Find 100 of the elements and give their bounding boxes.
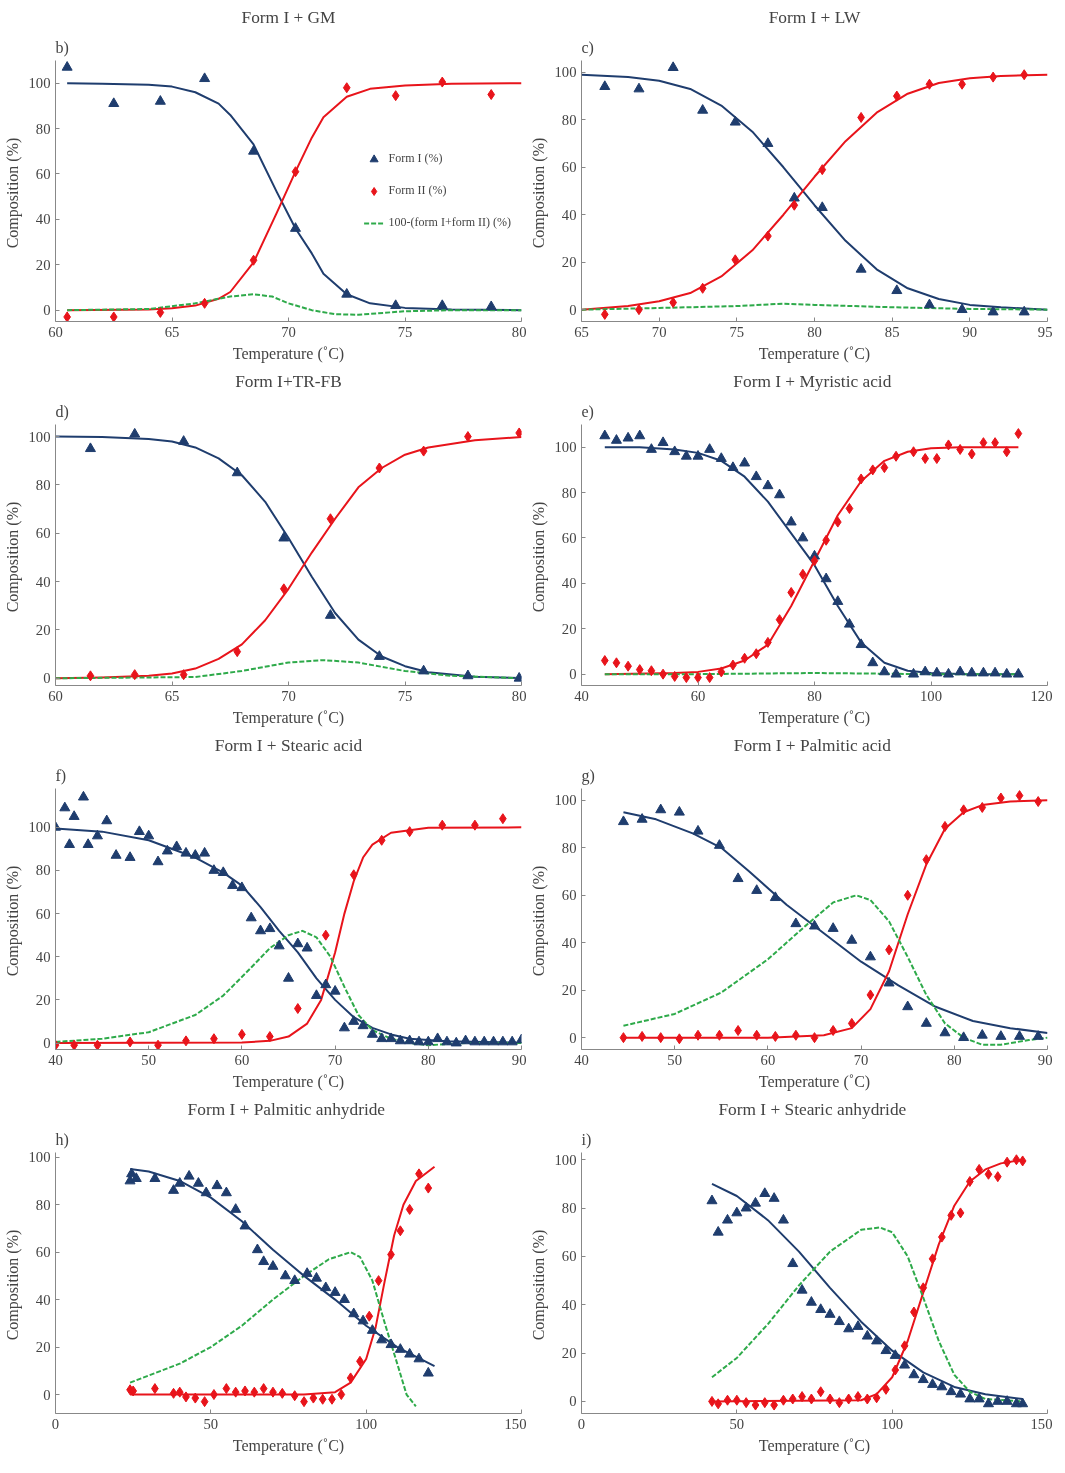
x-tick-label: 80 — [807, 687, 822, 704]
y-axis-title: Composition (%) — [3, 865, 22, 977]
chart-title: Form I + Palmitic anhydride — [187, 1099, 386, 1119]
x-tick-label: 100 — [355, 1415, 378, 1432]
x-tick-label: 75 — [729, 323, 745, 340]
y-tick-label: 40 — [561, 934, 577, 951]
y-tick-label: 100 — [554, 64, 577, 81]
y-tick-label: 100 — [28, 428, 51, 445]
y-axis-title: Composition (%) — [529, 1229, 548, 1341]
x-tick-label: 70 — [853, 1051, 869, 1068]
y-tick-label: 60 — [35, 525, 51, 542]
chart-title: Form I + GM — [241, 7, 336, 27]
x-tick-label: 60 — [234, 1051, 250, 1068]
x-tick-label: 70 — [281, 323, 296, 340]
x-tick-label: 75 — [397, 323, 413, 340]
x-tick-label: 150 — [504, 1415, 527, 1432]
x-tick-label: 65 — [574, 323, 589, 340]
x-tick-label: 80 — [807, 323, 822, 340]
y-tick-label: 60 — [35, 1244, 51, 1261]
x-axis-title: Temperature (˚C) — [232, 708, 345, 727]
x-tick-label: 90 — [1037, 1051, 1053, 1068]
legend-label: 100-(form I+form II) (%) — [388, 215, 511, 230]
text: g) — [581, 766, 595, 785]
text: d) — [55, 402, 69, 421]
text: b) — [55, 38, 69, 57]
y-tick-label: 100 — [554, 792, 577, 809]
text: f) — [55, 766, 67, 785]
text: e) — [581, 402, 594, 421]
x-tick-label: 65 — [164, 687, 180, 704]
x-tick-label: 90 — [511, 1051, 527, 1068]
chart-title: Form I+TR-FB — [235, 371, 342, 391]
y-tick-label: 60 — [561, 159, 577, 176]
y-tick-label: 0 — [43, 1386, 51, 1403]
x-tick-label: 100 — [881, 1415, 904, 1432]
x-tick-label: 80 — [511, 323, 527, 340]
x-axis-title: Temperature (˚C) — [232, 344, 345, 363]
x-tick-label: 60 — [690, 687, 706, 704]
y-tick-label: 60 — [35, 905, 51, 922]
y-tick-label: 100 — [554, 1151, 577, 1168]
y-tick-label: 60 — [561, 1248, 577, 1265]
y-tick-label: 20 — [35, 256, 51, 273]
legend-label: Form I (%) — [388, 151, 443, 166]
x-tick-label: 80 — [511, 687, 527, 704]
y-axis-title: Composition (%) — [3, 137, 22, 249]
x-tick-label: 80 — [420, 1051, 436, 1068]
x-tick-label: 75 — [397, 687, 413, 704]
y-tick-label: 80 — [35, 120, 51, 137]
x-tick-label: 50 — [667, 1051, 683, 1068]
x-tick-label: 100 — [920, 687, 942, 704]
y-tick-label: 100 — [28, 1149, 51, 1166]
y-tick-label: 0 — [43, 302, 51, 319]
x-axis-title: Temperature (˚C) — [232, 1072, 345, 1091]
y-tick-label: 40 — [35, 1291, 51, 1308]
x-tick-label: 150 — [1030, 1415, 1053, 1432]
text: c) — [581, 38, 594, 57]
text: h) — [55, 1130, 69, 1149]
x-axis-title: Temperature (˚C) — [758, 344, 871, 363]
x-tick-label: 50 — [203, 1415, 219, 1432]
x-tick-label: 120 — [1030, 687, 1053, 704]
x-tick-label: 50 — [729, 1415, 745, 1432]
x-axis-title: Temperature (˚C) — [758, 708, 871, 727]
y-tick-label: 40 — [35, 948, 51, 965]
chart-title: Form I + Myristic acid — [733, 371, 892, 391]
y-axis-title: Composition (%) — [529, 865, 548, 977]
y-axis-title: Composition (%) — [3, 1229, 22, 1341]
chart-title: Form I + LW — [768, 7, 862, 27]
x-tick-label: 50 — [141, 1051, 157, 1068]
y-tick-label: 20 — [561, 254, 577, 271]
y-tick-label: 60 — [35, 165, 51, 182]
y-tick-label: 20 — [35, 1339, 51, 1356]
x-tick-label: 85 — [884, 323, 900, 340]
chart-title: Form I + Stearic acid — [214, 735, 363, 755]
text: i) — [581, 1130, 592, 1149]
y-tick-label: 0 — [43, 1035, 51, 1052]
y-tick-label: 40 — [35, 573, 51, 590]
y-tick-label: 60 — [561, 529, 577, 546]
x-tick-label: 80 — [946, 1051, 962, 1068]
y-tick-label: 80 — [561, 839, 577, 856]
x-tick-label: 90 — [962, 323, 978, 340]
y-tick-label: 80 — [35, 1196, 51, 1213]
y-tick-label: 60 — [561, 887, 577, 904]
y-axis-title: Composition (%) — [529, 501, 548, 613]
y-tick-label: 20 — [561, 620, 577, 637]
x-axis-title: Temperature (˚C) — [232, 1436, 345, 1455]
y-tick-label: 0 — [569, 666, 577, 683]
y-tick-label: 40 — [561, 575, 577, 592]
y-tick-label: 80 — [561, 484, 577, 501]
y-tick-label: 100 — [28, 819, 51, 836]
y-tick-label: 100 — [554, 439, 577, 456]
x-tick-label: 70 — [281, 687, 296, 704]
x-axis-title: Temperature (˚C) — [758, 1072, 871, 1091]
y-tick-label: 20 — [35, 991, 51, 1008]
y-tick-label: 0 — [569, 1393, 577, 1410]
y-tick-label: 80 — [35, 862, 51, 879]
y-tick-label: 20 — [35, 621, 51, 638]
y-tick-label: 20 — [561, 1345, 577, 1362]
y-tick-label: 40 — [561, 206, 577, 223]
x-tick-label: 95 — [1037, 323, 1053, 340]
y-tick-label: 80 — [561, 111, 577, 128]
y-tick-label: 20 — [561, 982, 577, 999]
